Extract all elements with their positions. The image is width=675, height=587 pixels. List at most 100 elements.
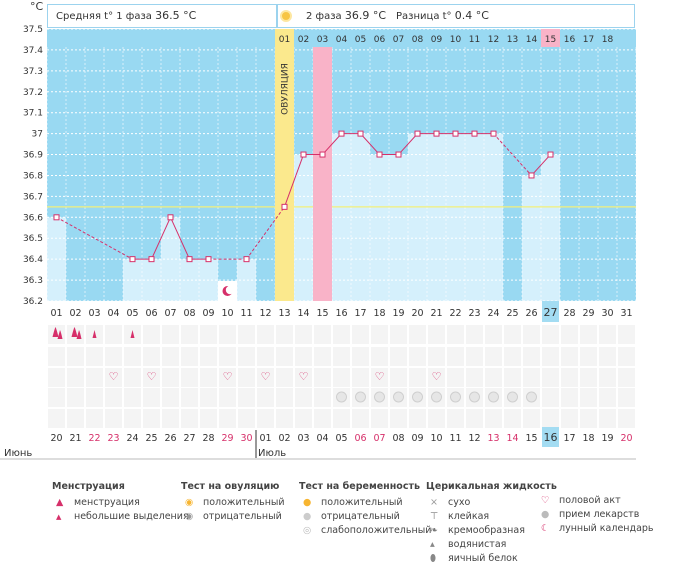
temperature-point — [547, 151, 554, 158]
symbol-cell — [447, 409, 464, 428]
cycle-day-label: 14 — [297, 308, 309, 319]
symbol-cell — [86, 388, 103, 407]
symbol-cell — [542, 325, 559, 344]
light-spotting-icon — [130, 330, 135, 338]
top-day-label: 13 — [507, 35, 518, 45]
symbol-cell — [580, 388, 597, 407]
symbol-cell — [390, 347, 407, 366]
symbol-cell — [162, 325, 179, 344]
difference-value: 0.4 °C — [454, 9, 489, 22]
difference-label: Разница t° — [396, 11, 452, 22]
symbol-cell — [295, 347, 312, 366]
date-label: 23 — [107, 433, 119, 444]
legend-menstruation-title: Менструация — [52, 481, 125, 492]
temperature-bar — [180, 259, 199, 301]
symbol-cell — [200, 388, 217, 407]
series-segment — [56, 216, 133, 260]
light-spotting-icon: ▲ — [56, 513, 62, 521]
symbol-cell — [238, 347, 255, 366]
date-label: 19 — [601, 433, 613, 444]
date-label: 15 — [525, 433, 537, 444]
date-label: 27 — [183, 433, 195, 444]
y-tick-label: 36.7 — [23, 192, 43, 202]
symbol-cell — [504, 325, 521, 344]
pill-icon — [507, 391, 518, 403]
date-label: 11 — [449, 433, 461, 444]
cycle-day-label: 09 — [202, 308, 214, 319]
pill-icon — [393, 391, 404, 403]
symbol-cell — [428, 325, 445, 344]
legend-item: менструация — [74, 497, 140, 508]
symbol-cell — [276, 325, 293, 344]
legend-item: водянистая — [448, 539, 507, 550]
heart-icon: ♡ — [147, 370, 157, 383]
cycle-day-label: 10 — [221, 308, 233, 319]
date-label: 05 — [335, 433, 347, 444]
symbol-cell — [48, 347, 65, 366]
cycle-day-label: 25 — [506, 308, 518, 319]
cycle-day-label: 31 — [620, 308, 632, 319]
temperature-point — [205, 256, 212, 263]
symbol-cell — [561, 388, 578, 407]
phase1-box: Средняя t° 1 фаза 36.5 °C — [47, 4, 277, 28]
cycle-day-label: 07 — [164, 308, 176, 319]
symbol-cell — [333, 368, 350, 387]
legend-item: отрицательный — [321, 511, 400, 522]
phase2-label: 2 фаза — [306, 11, 342, 22]
cycle-day-label: 29 — [582, 308, 594, 319]
current-cycle-day — [542, 301, 559, 322]
date-label: 12 — [468, 433, 480, 444]
series-segment — [398, 133, 418, 155]
symbol-cell — [314, 368, 331, 387]
top-day-label: 14 — [526, 35, 538, 45]
temperature-point — [490, 130, 497, 137]
date-label: 06 — [354, 433, 366, 444]
symbol-cell — [219, 409, 236, 428]
y-tick-label: 36.8 — [23, 171, 43, 181]
cycle-day-label: 03 — [88, 308, 100, 319]
menstruation-icon — [71, 327, 78, 337]
symbol-cell — [618, 368, 635, 387]
series-segment — [360, 133, 380, 155]
symbol-cell — [599, 325, 616, 344]
symbol-cell — [447, 347, 464, 366]
cycle-day-label: 04 — [107, 308, 119, 319]
legend-item: слабоположительный — [321, 525, 432, 536]
series-segment — [284, 154, 304, 208]
symbol-cell — [542, 368, 559, 387]
y-tick-label: 36.4 — [23, 255, 43, 265]
symbol-cell — [504, 409, 521, 428]
symbol-cell — [143, 368, 160, 387]
menstruation-icon: ▲ — [56, 497, 64, 508]
top-day-label: 02 — [298, 35, 309, 45]
symbol-cell — [200, 347, 217, 366]
symbol-cell — [352, 347, 369, 366]
top-day-label: 03 — [317, 35, 328, 45]
symbol-cell — [352, 368, 369, 387]
symbol-cell — [181, 409, 198, 428]
symbol-cell — [409, 368, 426, 387]
temperature-point — [281, 203, 288, 210]
symbol-cell — [523, 347, 540, 366]
y-tick-label: 36.5 — [23, 234, 43, 244]
symbol-cell — [238, 325, 255, 344]
symbol-cell — [67, 388, 84, 407]
symbol-cell — [618, 409, 635, 428]
date-label: 30 — [240, 433, 252, 444]
symbol-cell — [295, 388, 312, 407]
date-label: 04 — [316, 433, 328, 444]
symbol-cell — [561, 347, 578, 366]
cycle-day-label: 27 — [544, 306, 558, 319]
heart-icon: ♡ — [375, 370, 385, 383]
phase1-value: 36.5 °C — [155, 9, 197, 22]
top-day-label: 07 — [393, 35, 404, 45]
temperature-bar — [541, 154, 560, 301]
top-day-label: 16 — [564, 35, 576, 45]
symbol-cell — [67, 409, 84, 428]
cycle-day-label: 26 — [525, 308, 537, 319]
symbol-cell — [599, 409, 616, 428]
symbol-cell — [580, 409, 597, 428]
y-tick-label: 37 — [32, 130, 43, 140]
egg-white-icon: ⬮ — [430, 553, 436, 564]
